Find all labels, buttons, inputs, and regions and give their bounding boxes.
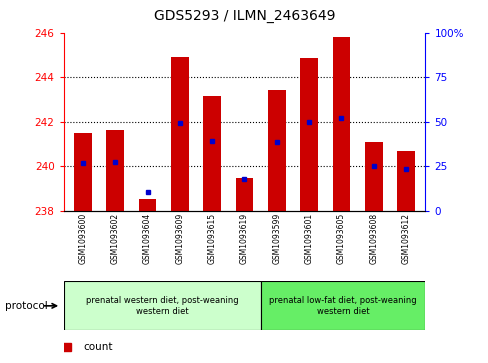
Text: GSM1093608: GSM1093608 (368, 213, 377, 264)
Text: GSM1093609: GSM1093609 (175, 213, 184, 264)
Bar (364, 142, 382, 211)
Text: GSM1093619: GSM1093619 (240, 213, 248, 264)
Text: prenatal western diet, post-weaning
western diet: prenatal western diet, post-weaning west… (86, 296, 238, 315)
Text: count: count (83, 342, 113, 352)
Text: protocol: protocol (5, 301, 47, 311)
Text: GSM1093601: GSM1093601 (304, 213, 313, 264)
Text: GSM1093612: GSM1093612 (401, 213, 410, 264)
Text: GSM1093600: GSM1093600 (78, 213, 87, 264)
Bar (139, 199, 156, 211)
Text: GSM1093615: GSM1093615 (207, 213, 216, 264)
Text: prenatal low-fat diet, post-weaning
western diet: prenatal low-fat diet, post-weaning west… (269, 296, 416, 315)
Bar (63, 281, 261, 330)
Bar (396, 151, 414, 211)
Bar (106, 131, 124, 211)
Bar (203, 96, 221, 211)
Bar (171, 57, 188, 211)
Text: GSM1093604: GSM1093604 (143, 213, 152, 264)
Text: GSM1093599: GSM1093599 (272, 213, 281, 264)
Bar (332, 37, 349, 211)
Bar (300, 58, 317, 211)
Text: GSM1093602: GSM1093602 (111, 213, 120, 264)
Text: GSM1093605: GSM1093605 (336, 213, 345, 264)
Bar (74, 133, 92, 211)
Bar (235, 178, 253, 211)
Bar (261, 281, 425, 330)
Bar (267, 90, 285, 211)
Text: GDS5293 / ILMN_2463649: GDS5293 / ILMN_2463649 (153, 9, 335, 23)
